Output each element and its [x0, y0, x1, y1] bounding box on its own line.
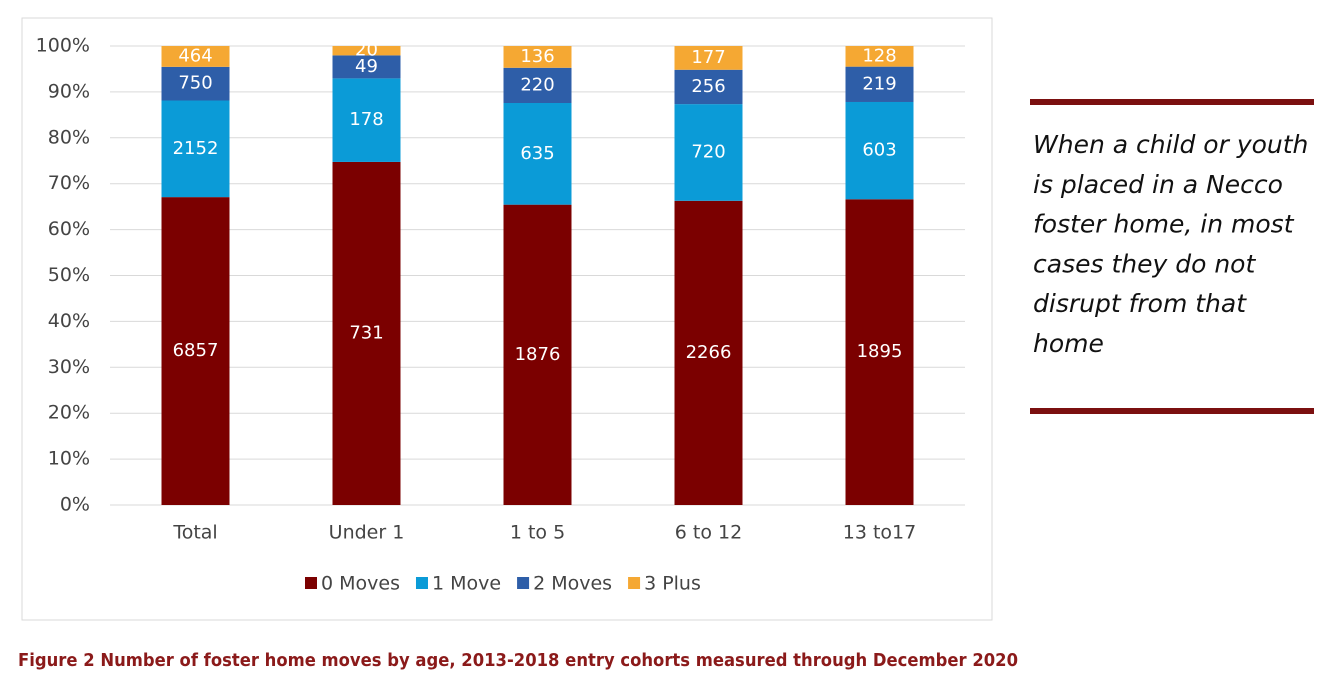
data-label: 49: [355, 56, 378, 77]
data-label: 635: [520, 143, 554, 164]
data-label: 2266: [686, 342, 732, 363]
bar-segment: [161, 197, 230, 505]
bar-segment: [674, 46, 743, 70]
y-tick-label: 20%: [48, 402, 90, 424]
legend-swatch: [517, 577, 530, 589]
data-label: 1895: [857, 341, 903, 362]
x-tick-label: 1 to 5: [510, 522, 565, 544]
data-label: 2152: [173, 138, 219, 159]
data-label: 219: [862, 73, 896, 94]
bar-segment: [503, 46, 572, 68]
legend-label: 2 Moves: [533, 573, 612, 595]
bar-segment: [332, 161, 401, 505]
data-label: 177: [691, 47, 725, 68]
data-label: 220: [520, 74, 554, 95]
y-tick-label: 70%: [48, 172, 90, 194]
bar-segment: [503, 204, 572, 505]
legend-label: 3 Plus: [644, 573, 701, 595]
callout-text: cases they do not: [1033, 249, 1256, 278]
y-tick-label: 60%: [48, 218, 90, 240]
bar-segment: [674, 69, 743, 105]
bar-segment: [674, 200, 743, 506]
x-tick-label: Total: [172, 522, 217, 544]
legend-swatch: [415, 577, 428, 589]
legend-swatch: [628, 577, 641, 589]
callout-text: foster home, in most: [1033, 210, 1295, 239]
x-tick-label: 6 to 12: [675, 522, 742, 544]
x-tick-label: 13 to17: [843, 522, 916, 544]
y-tick-label: 100%: [36, 35, 90, 57]
data-label: 6857: [173, 340, 219, 361]
bar-segment: [332, 78, 401, 162]
bar-segment: [161, 100, 230, 198]
legend-swatch: [305, 577, 317, 589]
bar-segment: [161, 46, 230, 67]
legend-label: 0 Moves: [321, 573, 400, 595]
y-tick-label: 50%: [48, 264, 90, 286]
callout-text: disrupt from that: [1033, 289, 1247, 318]
y-tick-label: 10%: [48, 448, 90, 470]
y-tick-label: 80%: [48, 126, 90, 148]
data-label: 136: [520, 46, 554, 67]
legend-label: 1 Move: [432, 573, 501, 595]
y-tick-label: 40%: [48, 310, 90, 332]
callout-text: is placed in a Necco: [1033, 170, 1283, 199]
bar-segment: [845, 101, 914, 200]
data-label: 1876: [515, 344, 561, 365]
data-label: 256: [691, 76, 725, 97]
x-tick-label: Under 1: [329, 522, 405, 544]
data-label: 603: [862, 140, 896, 161]
bar-segment: [674, 104, 743, 201]
data-label: 178: [349, 109, 383, 130]
data-label: 750: [178, 73, 212, 94]
bar-segment: [503, 102, 572, 205]
data-label: 464: [178, 45, 212, 66]
bar-segment: [845, 46, 914, 67]
bar-segment: [161, 66, 230, 101]
y-tick-label: 90%: [48, 80, 90, 102]
data-label: 128: [862, 45, 896, 66]
bar-segment: [845, 199, 914, 505]
data-label: 720: [691, 141, 725, 162]
bar-segment: [332, 46, 401, 56]
data-label: 20: [355, 40, 378, 61]
y-tick-label: 30%: [48, 356, 90, 378]
bar-segment: [332, 55, 401, 79]
data-label: 731: [349, 322, 383, 343]
bar-segment: [845, 66, 914, 102]
callout-text: home: [1033, 329, 1104, 358]
bar-segment: [503, 67, 572, 103]
caption: Figure 2 Number of foster home moves by …: [18, 650, 1018, 671]
y-tick-label: 0%: [60, 494, 90, 516]
callout-text: When a child or youth: [1033, 130, 1308, 159]
